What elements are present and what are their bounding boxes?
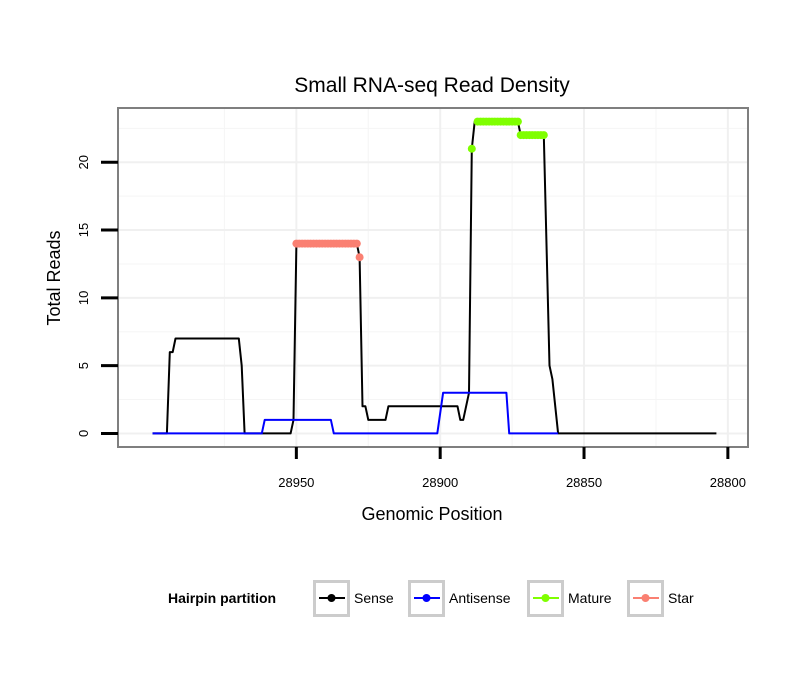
legend-key-point-sense [327,594,336,602]
plot-panel-border [117,107,749,448]
y-tick-label-0: 0 [76,430,91,437]
legend-label-sense: Sense [354,590,394,606]
x-tick-label-2: 28850 [566,475,602,490]
grid-major [118,108,748,447]
legend-key-point-antisense [422,594,431,602]
y-tick-label-2: 10 [76,291,91,305]
series-layer [152,117,717,435]
mature-point-0 [467,144,476,153]
y-axis-label: Total Reads [44,230,64,325]
legend-key-point-star [641,594,650,602]
series-line-antisense [152,391,559,435]
legend-title: Hairpin partition [168,590,276,606]
chart-title: Small RNA-seq Read Density [294,74,570,97]
x-axis-label: Genomic Position [361,504,502,524]
mature-point-15 [513,117,522,126]
legend-label-antisense: Antisense [449,590,511,606]
x-tick-label-3: 28800 [710,475,746,490]
y-tick-label-4: 20 [76,155,91,169]
legend-label-mature: Mature [568,590,612,606]
star-point-21 [352,239,361,248]
series-line-sense [152,120,717,435]
star-point-22 [355,253,364,262]
x-tick-label-1: 28900 [422,475,458,490]
legend: Hairpin partition Sense Antisense Mature St… [168,580,694,617]
y-tick-label-3: 15 [76,223,91,237]
axes: 28950 28900 28850 28800 0 5 10 15 20 [76,155,746,490]
x-tick-label-0: 28950 [278,475,314,490]
y-tick-label-1: 5 [76,362,91,369]
mature-point-24 [539,131,548,140]
grid-minor [118,108,748,447]
legend-label-star: Star [668,590,694,606]
legend-key-point-mature [541,594,550,602]
